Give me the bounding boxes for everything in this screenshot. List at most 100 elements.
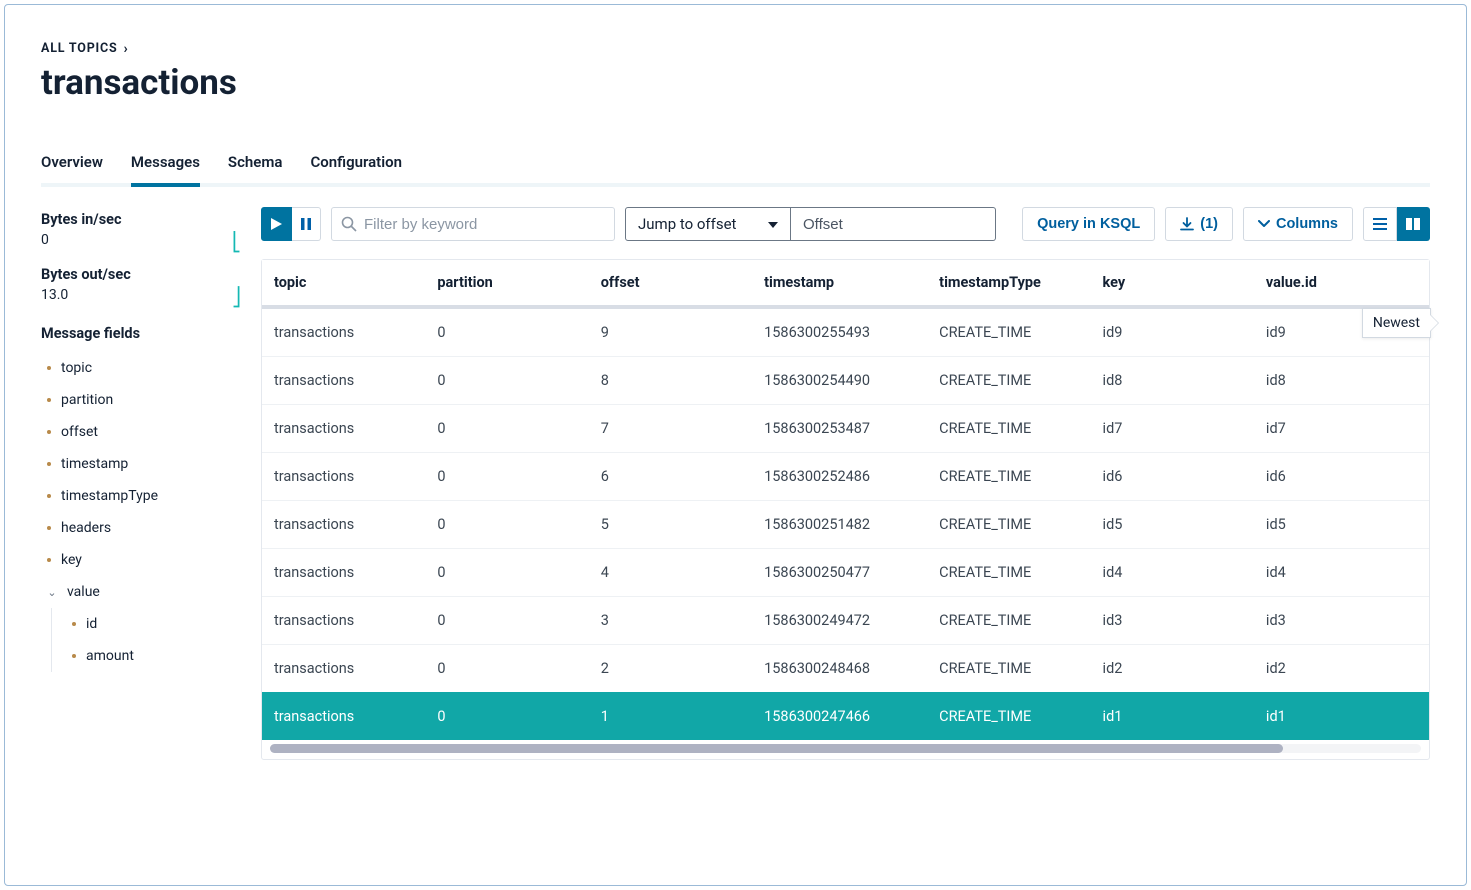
field-item-value-id[interactable]: id [66, 608, 241, 640]
field-label: timestampType [61, 488, 158, 504]
sidebar: Bytes in/sec 0 ⎣ Bytes out/sec 13.0 ⎦ Me… [41, 207, 241, 760]
sparkline-bytes-in-icon: ⎣ [232, 238, 241, 248]
column-header-timestamp[interactable]: timestamp [752, 260, 927, 307]
cell-timestamp: 1586300252486 [752, 453, 927, 501]
pause-button[interactable] [292, 207, 321, 241]
tab-configuration[interactable]: Configuration [310, 143, 402, 183]
messages-table: topicpartitionoffsettimestamptimestampTy… [262, 260, 1429, 740]
column-header-timestampType[interactable]: timestampType [927, 260, 1090, 307]
toolbar: Jump to offset Query in KSQL (1) Columns [261, 207, 1430, 241]
table-row[interactable]: transactions061586300252486CREATE_TIMEid… [262, 453, 1429, 501]
column-header-offset[interactable]: offset [589, 260, 752, 307]
filter-wrap [331, 207, 615, 241]
field-label: topic [61, 360, 92, 376]
cell-offset: 4 [589, 549, 752, 597]
cell-timestampType: CREATE_TIME [927, 405, 1090, 453]
cell-partition: 0 [425, 549, 588, 597]
view-columns-button[interactable] [1397, 207, 1430, 241]
cell-value_id: id8 [1254, 357, 1429, 405]
play-button[interactable] [261, 207, 292, 241]
cell-timestamp: 1586300247466 [752, 693, 927, 741]
bullet-icon [47, 398, 51, 402]
table-row[interactable]: transactions041586300250477CREATE_TIMEid… [262, 549, 1429, 597]
column-header-value_id[interactable]: value.id [1254, 260, 1429, 307]
columns-button[interactable]: Columns [1243, 207, 1353, 241]
app-frame: ALL TOPICS › transactions Overview Messag… [4, 4, 1467, 886]
horizontal-scrollbar[interactable] [270, 744, 1421, 753]
cell-key: id4 [1091, 549, 1254, 597]
field-item-headers[interactable]: headers [41, 512, 241, 544]
columns-label: Columns [1276, 216, 1338, 232]
cell-topic: transactions [262, 453, 425, 501]
cell-timestampType: CREATE_TIME [927, 453, 1090, 501]
jump-to-offset-select[interactable]: Jump to offset [625, 207, 791, 241]
table-row[interactable]: transactions011586300247466CREATE_TIMEid… [262, 693, 1429, 741]
field-label: id [86, 616, 97, 632]
field-label: headers [61, 520, 111, 536]
column-header-partition[interactable]: partition [425, 260, 588, 307]
chevron-right-icon: › [123, 42, 128, 56]
cell-offset: 1 [589, 693, 752, 741]
field-item-topic[interactable]: topic [41, 352, 241, 384]
table-body: transactions091586300255493CREATE_TIMEid… [262, 307, 1429, 740]
bullet-icon [47, 558, 51, 562]
bullet-icon [47, 462, 51, 466]
cell-key: id5 [1091, 501, 1254, 549]
cell-value_id: id1 [1254, 693, 1429, 741]
cell-topic: transactions [262, 645, 425, 693]
scrollbar-thumb[interactable] [270, 744, 1283, 753]
table-row[interactable]: transactions081586300254490CREATE_TIMEid… [262, 357, 1429, 405]
cell-timestamp: 1586300250477 [752, 549, 927, 597]
tab-messages[interactable]: Messages [131, 143, 200, 183]
table-row[interactable]: transactions051586300251482CREATE_TIMEid… [262, 501, 1429, 549]
field-group-value[interactable]: ⌄ value [41, 576, 241, 608]
table-row[interactable]: transactions021586300248468CREATE_TIMEid… [262, 645, 1429, 693]
download-icon [1180, 217, 1194, 231]
field-item-timestamp[interactable]: timestamp [41, 448, 241, 480]
field-item-timestampType[interactable]: timestampType [41, 480, 241, 512]
field-item-value-amount[interactable]: amount [66, 640, 241, 672]
chevron-down-icon [1258, 220, 1270, 228]
cell-partition: 0 [425, 501, 588, 549]
play-icon [271, 218, 282, 230]
breadcrumb[interactable]: ALL TOPICS › [41, 41, 1430, 56]
field-item-key[interactable]: key [41, 544, 241, 576]
column-header-topic[interactable]: topic [262, 260, 425, 307]
cell-partition: 0 [425, 357, 588, 405]
cell-value_id: id2 [1254, 645, 1429, 693]
cell-offset: 7 [589, 405, 752, 453]
column-header-key[interactable]: key [1091, 260, 1254, 307]
filter-input[interactable] [331, 207, 615, 241]
message-fields-list: topic partition offset timestamp timestampTy… [41, 352, 241, 576]
field-label: partition [61, 392, 113, 408]
bullet-icon [47, 526, 51, 530]
download-button[interactable]: (1) [1165, 207, 1233, 241]
field-item-partition[interactable]: partition [41, 384, 241, 416]
cell-offset: 3 [589, 597, 752, 645]
table-header-row: topicpartitionoffsettimestamptimestampTy… [262, 260, 1429, 307]
field-item-offset[interactable]: offset [41, 416, 241, 448]
table-row[interactable]: transactions091586300255493CREATE_TIMEid… [262, 307, 1429, 357]
cell-timestamp: 1586300255493 [752, 307, 927, 357]
message-fields-title: Message fields [41, 325, 241, 342]
metric-bytes-in-value: 0 [41, 232, 122, 248]
chevron-down-icon: ⌄ [47, 586, 57, 599]
cell-topic: transactions [262, 693, 425, 741]
table-row[interactable]: transactions031586300249472CREATE_TIMEid… [262, 597, 1429, 645]
query-in-ksql-button[interactable]: Query in KSQL [1022, 207, 1155, 241]
cell-timestampType: CREATE_TIME [927, 645, 1090, 693]
offset-input[interactable] [791, 207, 996, 241]
table-row[interactable]: transactions071586300253487CREATE_TIMEid… [262, 405, 1429, 453]
cell-timestamp: 1586300254490 [752, 357, 927, 405]
tab-schema[interactable]: Schema [228, 143, 283, 183]
field-label: timestamp [61, 456, 128, 472]
cell-topic: transactions [262, 405, 425, 453]
bullet-icon [47, 366, 51, 370]
search-icon [341, 216, 357, 232]
cell-partition: 0 [425, 693, 588, 741]
view-list-button[interactable] [1363, 207, 1397, 241]
cell-timestamp: 1586300253487 [752, 405, 927, 453]
messages-table-wrap: topicpartitionoffsettimestamptimestampTy… [261, 259, 1430, 760]
tab-overview[interactable]: Overview [41, 143, 103, 183]
cell-timestampType: CREATE_TIME [927, 501, 1090, 549]
